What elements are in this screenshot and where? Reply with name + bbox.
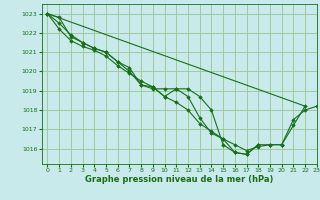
- X-axis label: Graphe pression niveau de la mer (hPa): Graphe pression niveau de la mer (hPa): [85, 175, 273, 184]
